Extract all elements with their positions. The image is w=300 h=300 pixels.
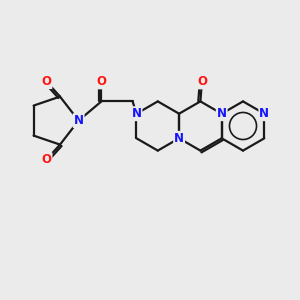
Text: O: O: [41, 153, 52, 166]
Text: N: N: [259, 107, 269, 120]
Text: O: O: [41, 75, 52, 88]
Text: N: N: [74, 114, 84, 127]
Text: N: N: [217, 107, 227, 120]
Text: N: N: [174, 132, 184, 145]
Text: O: O: [96, 75, 106, 88]
Text: N: N: [131, 107, 142, 120]
Text: O: O: [197, 75, 207, 88]
